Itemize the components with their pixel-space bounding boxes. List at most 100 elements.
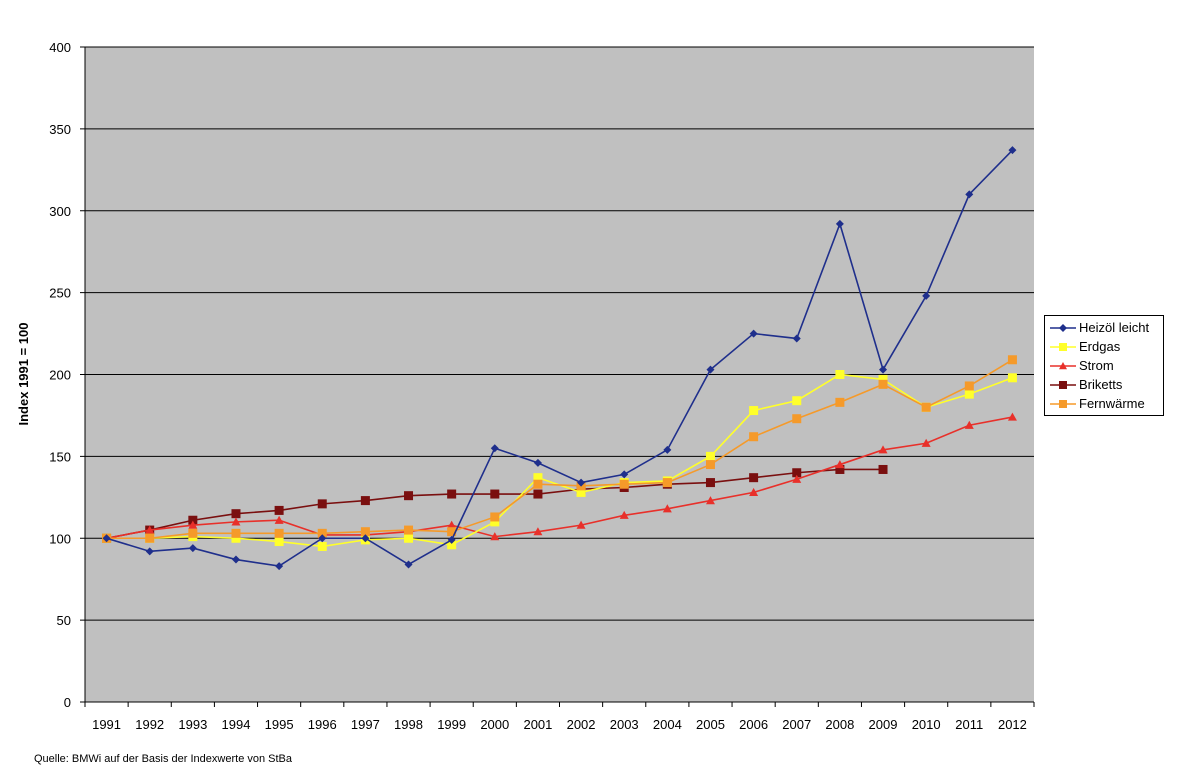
legend-item: Briketts (1049, 375, 1159, 394)
y-tick-label: 150 (49, 449, 71, 464)
data-point (1007, 412, 1017, 421)
legend-swatch (1050, 380, 1076, 389)
data-point (792, 334, 801, 343)
x-tick-label: 2002 (567, 717, 596, 732)
legend-item: Strom (1049, 356, 1159, 375)
y-tick-label: 100 (49, 531, 71, 546)
x-tick-label: 1995 (265, 717, 294, 732)
data-point (490, 532, 500, 541)
x-tick-label: 1999 (437, 717, 466, 732)
data-point (705, 451, 715, 461)
data-point (922, 291, 931, 300)
data-point (792, 468, 802, 478)
legend-item: Fernwärme (1049, 394, 1159, 413)
legend-swatch (1050, 399, 1076, 408)
data-point (1059, 361, 1067, 369)
axes (80, 46, 1035, 707)
x-tick-label: 1992 (135, 717, 164, 732)
data-point (835, 397, 845, 407)
data-point (231, 528, 241, 538)
x-tick-label: 1998 (394, 717, 423, 732)
data-point (964, 381, 974, 391)
data-point (404, 491, 414, 501)
legend-label: Strom (1079, 358, 1114, 373)
data-point (619, 510, 629, 519)
data-point (533, 473, 543, 483)
x-tick-label: 2001 (523, 717, 552, 732)
data-point (1059, 380, 1067, 389)
data-point (188, 528, 198, 538)
data-point (490, 444, 499, 453)
y-tick-label: 400 (49, 40, 71, 55)
x-tick-label: 2003 (610, 717, 639, 732)
data-point (317, 528, 327, 538)
data-point (835, 460, 845, 469)
y-tick-label: 350 (49, 122, 71, 137)
y-axis-title: Index 1991 = 100 (16, 323, 31, 426)
data-point (318, 534, 327, 543)
series-fernwärme (102, 355, 1017, 543)
y-tick-label: 0 (64, 695, 71, 710)
data-point (620, 470, 629, 479)
x-tick-label: 1997 (351, 717, 380, 732)
data-point (749, 432, 759, 442)
x-tick-label: 2012 (998, 717, 1027, 732)
series-line (106, 359, 1013, 540)
data-point (878, 379, 888, 389)
source-note: Quelle: BMWi auf der Basis der Indexwert… (34, 753, 293, 765)
x-tick-label: 2004 (653, 717, 682, 732)
data-point (231, 509, 241, 519)
data-point (533, 458, 542, 467)
data-point (878, 445, 888, 454)
data-point (274, 528, 284, 538)
x-tick-label: 1996 (308, 717, 337, 732)
data-point (705, 478, 715, 488)
y-tick-label: 250 (49, 286, 71, 301)
data-point (705, 460, 715, 470)
data-point (317, 499, 327, 509)
legend-item: Erdgas (1049, 337, 1159, 356)
data-point (965, 190, 974, 199)
data-point (447, 520, 457, 529)
series-heizöl-leicht (102, 146, 1017, 571)
data-point (792, 474, 802, 483)
data-point (749, 473, 759, 483)
x-tick-label: 2000 (480, 717, 509, 732)
data-point (490, 512, 500, 522)
x-tick-label: 1991 (92, 717, 121, 732)
data-point (447, 489, 457, 499)
data-point (533, 479, 543, 489)
data-point (490, 489, 500, 499)
data-point (706, 365, 715, 374)
data-point (662, 504, 672, 513)
data-point (447, 535, 456, 544)
data-point (231, 517, 241, 526)
data-point (964, 420, 974, 429)
data-point (749, 487, 759, 496)
data-point (360, 496, 370, 506)
legend-swatch (1050, 342, 1076, 351)
data-point (275, 562, 284, 571)
data-point (792, 414, 802, 424)
series-layer (102, 146, 1017, 571)
y-tick-label: 300 (49, 204, 71, 219)
data-point (145, 525, 155, 534)
data-point (145, 547, 154, 556)
data-point (404, 525, 414, 535)
y-tick-label: 50 (57, 613, 71, 628)
data-point (835, 219, 844, 228)
x-tick-label: 2007 (782, 717, 811, 732)
data-point (835, 370, 845, 379)
series-line (106, 149, 1014, 567)
data-point (145, 533, 155, 543)
data-point (231, 533, 241, 543)
data-point (317, 541, 327, 551)
series-line (106, 416, 1013, 540)
data-point (188, 520, 198, 529)
data-point (404, 533, 414, 543)
x-tick-label: 2008 (825, 717, 854, 732)
data-point (274, 515, 284, 524)
data-point (662, 478, 672, 488)
legend-swatch (1050, 361, 1076, 369)
x-tick-label: 2010 (912, 717, 941, 732)
